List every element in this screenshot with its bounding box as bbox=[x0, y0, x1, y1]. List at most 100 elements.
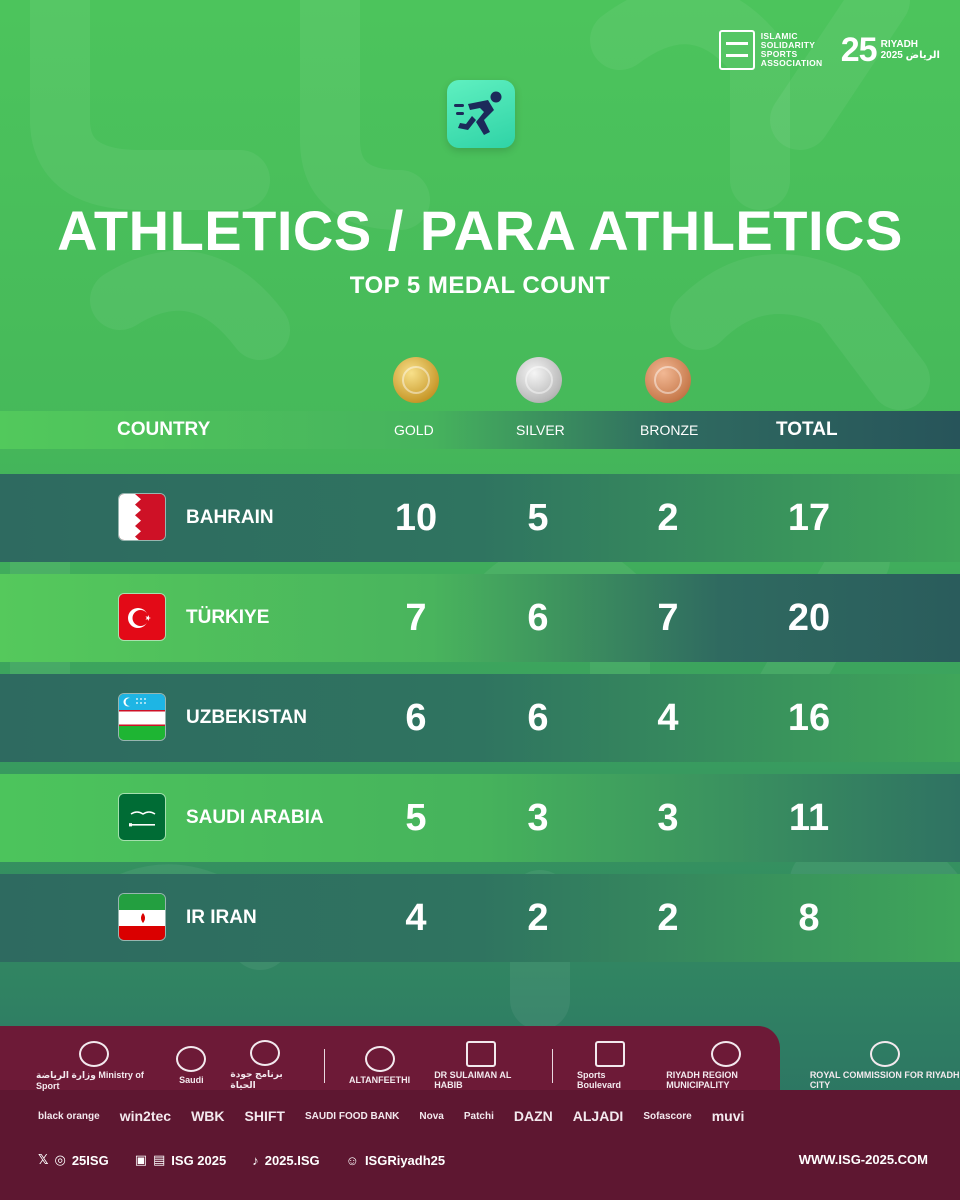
bronze-count: 7 bbox=[657, 597, 679, 639]
country-name: SAUDI ARABIA bbox=[186, 807, 324, 828]
country-name: TÜRKIYE bbox=[186, 607, 270, 628]
sponsor-sports-boulevard: Sports Boulevard bbox=[577, 1041, 642, 1090]
sponsor-aljadi: ALJADI bbox=[572, 1108, 624, 1124]
sponsor-altanfeethi: ALTANFEETHI bbox=[349, 1046, 410, 1085]
ministry-logo-icon bbox=[79, 1040, 110, 1067]
social-links: 𝕏 ◎ 25ISG ▣ ▤ ISG 2025 ♪ 2025.ISG ☺ ISGR… bbox=[38, 1152, 445, 1168]
social-handle: 2025.ISG bbox=[264, 1152, 320, 1168]
social-linkedin-facebook[interactable]: ▣ ▤ ISG 2025 bbox=[135, 1152, 227, 1168]
instagram-icon: ◎ bbox=[54, 1152, 66, 1167]
table-row: BAHRAIN 10 5 2 17 bbox=[0, 474, 960, 562]
social-handle: ISGRiyadh25 bbox=[364, 1152, 446, 1168]
secondary-sponsors: black orange win2tec WBK SHIFT SAUDI FOO… bbox=[38, 1108, 744, 1124]
riyadh-2025-logo: 25 RIYADH الرياض 2025 bbox=[841, 31, 940, 70]
linkedin-icon: ▣ bbox=[134, 1152, 147, 1167]
sponsor-wbk: WBK bbox=[191, 1108, 225, 1124]
sponsor-quality-of-life: برنامج جودة الحياة bbox=[230, 1040, 300, 1091]
bronze-count: 3 bbox=[657, 797, 679, 839]
sponsor-sofascore: Sofascore bbox=[643, 1110, 692, 1122]
uzbekistan-flag-icon bbox=[118, 693, 166, 741]
sponsor-ministry-of-sport: وزارة الرياضة Ministry of Sport bbox=[36, 1040, 152, 1091]
gold-count: 6 bbox=[405, 697, 427, 739]
silver-count: 6 bbox=[527, 697, 549, 739]
riyadh-logo-number: 25 bbox=[840, 30, 878, 69]
bahrain-flag-icon bbox=[118, 493, 166, 541]
sponsor-saudi: Saudi bbox=[176, 1046, 207, 1085]
total-count: 17 bbox=[787, 497, 831, 539]
silver-count: 3 bbox=[527, 797, 549, 839]
social-x-instagram[interactable]: 𝕏 ◎ 25ISG bbox=[38, 1152, 109, 1168]
social-handle: ISG 2025 bbox=[171, 1152, 227, 1168]
column-header-silver: SILVER bbox=[516, 422, 565, 438]
sponsor-nova: Nova bbox=[419, 1110, 444, 1122]
total-count: 11 bbox=[788, 797, 830, 839]
facebook-icon: ▤ bbox=[152, 1152, 166, 1167]
silver-medal-icon bbox=[516, 357, 562, 403]
social-tiktok[interactable]: ♪ 2025.ISG bbox=[252, 1153, 319, 1168]
gold-count: 10 bbox=[394, 497, 438, 539]
total-count: 20 bbox=[787, 597, 831, 639]
sports-boulevard-logo-icon bbox=[594, 1041, 625, 1067]
sponsor-divider bbox=[552, 1048, 553, 1083]
gold-count: 4 bbox=[405, 897, 427, 939]
bronze-medal-icon bbox=[645, 357, 691, 403]
sponsor-bar-secondary bbox=[0, 1090, 960, 1200]
country-name: IR IRAN bbox=[186, 907, 257, 928]
social-snapchat[interactable]: ☺ ISGRiyadh25 bbox=[346, 1153, 445, 1168]
bronze-count: 2 bbox=[657, 497, 679, 539]
gold-medal-icon bbox=[393, 357, 439, 403]
page-subtitle: TOP 5 MEDAL COUNT bbox=[349, 272, 611, 299]
sponsor-riyadh-municipality: RIYADH REGION MUNICIPALITY bbox=[666, 1041, 786, 1090]
municipality-logo-icon bbox=[711, 1041, 742, 1067]
website-link[interactable]: WWW.ISG-2025.COM bbox=[798, 1152, 928, 1167]
iran-flag-icon bbox=[118, 893, 166, 941]
isg-logo-text: ISLAMIC SOLIDARITY SPORTS ASSOCIATION bbox=[760, 31, 823, 68]
gold-count: 5 bbox=[405, 797, 427, 839]
bronze-count: 4 bbox=[657, 697, 679, 739]
saudi-olympic-logo-icon bbox=[176, 1046, 207, 1072]
social-handle: 25ISG bbox=[71, 1152, 109, 1168]
table-row: TÜRKIYE 7 6 7 20 bbox=[0, 574, 960, 662]
column-header-bronze: BRONZE bbox=[640, 422, 699, 438]
table-row: SAUDI ARABIA 5 3 3 11 bbox=[0, 774, 960, 862]
riyadh-logo-text: RIYADH الرياض 2025 bbox=[880, 39, 940, 61]
total-count: 16 bbox=[787, 697, 831, 739]
column-header-gold: GOLD bbox=[394, 422, 434, 438]
total-count: 8 bbox=[798, 897, 820, 939]
quality-of-life-logo-icon bbox=[250, 1040, 281, 1066]
sponsor-dazn: DAZN bbox=[513, 1108, 553, 1124]
isg-logo: ISLAMIC SOLIDARITY SPORTS ASSOCIATION bbox=[718, 30, 823, 70]
saudi-arabia-flag-icon bbox=[118, 793, 166, 841]
gold-count: 7 bbox=[405, 597, 427, 639]
country-name: UZBEKISTAN bbox=[186, 707, 308, 728]
x-icon: 𝕏 bbox=[38, 1152, 49, 1167]
header-logos: ISLAMIC SOLIDARITY SPORTS ASSOCIATION 25… bbox=[718, 30, 940, 70]
tiktok-icon: ♪ bbox=[252, 1152, 259, 1168]
primary-sponsors: وزارة الرياضة Ministry of Sport Saudi بر… bbox=[36, 1040, 960, 1091]
turkiye-flag-icon bbox=[118, 593, 166, 641]
sponsor-black-orange: black orange bbox=[38, 1110, 100, 1122]
page-title: ATHLETICS / PARA ATHLETICS bbox=[57, 199, 903, 262]
table-header: COUNTRY GOLD SILVER BRONZE TOTAL bbox=[0, 411, 960, 449]
table-row: UZBEKISTAN 6 6 4 16 bbox=[0, 674, 960, 762]
altanfeethi-logo-icon bbox=[364, 1046, 395, 1072]
habib-logo-icon bbox=[466, 1041, 497, 1067]
sponsor-divider bbox=[324, 1048, 326, 1083]
royal-commission-logo-icon bbox=[869, 1041, 900, 1067]
isg-emblem-icon bbox=[718, 30, 755, 70]
sponsor-muvi: muvi bbox=[711, 1108, 745, 1124]
sponsor-dr-sulaiman-al-habib: DR SULAIMAN AL HABIB bbox=[434, 1041, 528, 1090]
column-header-total: TOTAL bbox=[776, 419, 838, 440]
country-name: BAHRAIN bbox=[186, 507, 274, 528]
column-header-country: COUNTRY bbox=[117, 419, 211, 440]
silver-count: 6 bbox=[527, 597, 549, 639]
bronze-count: 2 bbox=[657, 897, 679, 939]
silver-count: 2 bbox=[527, 897, 549, 939]
running-icon bbox=[447, 80, 515, 148]
sponsor-royal-commission: ROYAL COMMISSION FOR RIYADH CITY bbox=[810, 1041, 960, 1090]
sponsor-patchi: Patchi bbox=[463, 1110, 494, 1122]
table-row: IR IRAN 4 2 2 8 bbox=[0, 874, 960, 962]
sponsor-shift: SHIFT bbox=[244, 1108, 285, 1124]
sponsor-win2tec: win2tec bbox=[119, 1108, 172, 1124]
silver-count: 5 bbox=[527, 497, 549, 539]
